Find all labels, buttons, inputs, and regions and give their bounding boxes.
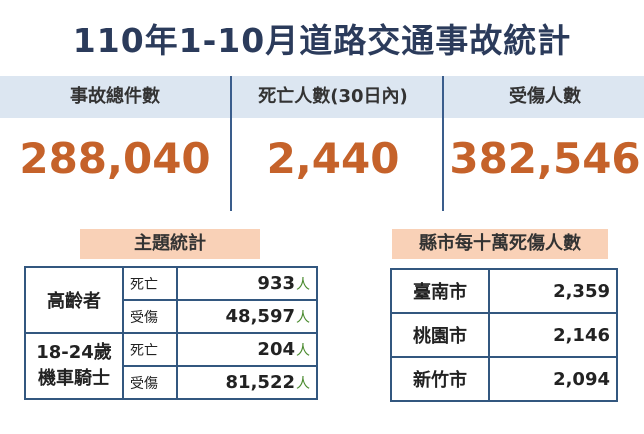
row-value: 933人 xyxy=(176,266,318,301)
group-name: 高齡者 xyxy=(24,266,124,334)
table-row: 新竹市 2,094 xyxy=(390,356,618,402)
value-number: 48,597 xyxy=(225,306,295,327)
stat-total-accidents: 事故總件數 288,040 xyxy=(8,76,222,211)
stat-label: 事故總件數 xyxy=(70,86,160,107)
stat-value: 2,440 xyxy=(266,134,400,183)
stat-divider xyxy=(442,76,444,211)
value-unit: 人 xyxy=(296,376,310,392)
value-number: 933 xyxy=(257,273,295,294)
table-row: 高齡者 死亡 933人 xyxy=(24,266,318,334)
page-title: 110年1-10月道路交通事故統計 xyxy=(72,21,572,60)
row-value: 81,522人 xyxy=(176,365,318,400)
table-row: 受傷 48,597人 xyxy=(25,299,318,334)
city-value: 2,146 xyxy=(488,312,618,358)
city-value: 2,359 xyxy=(488,268,618,314)
stat-label: 受傷人數 xyxy=(509,86,581,107)
table-row: 臺南市 2,359 xyxy=(390,268,618,314)
stat-deaths: 死亡人數(30日內) 2,440 xyxy=(226,76,440,211)
topic-tag: 主題統計 xyxy=(80,229,260,259)
row-type: 受傷 xyxy=(122,365,178,400)
county-table: 臺南市 2,359 桃園市 2,146 新竹市 2,094 xyxy=(390,268,618,402)
stats-header-band xyxy=(0,76,644,118)
group-name-line1: 18-24歲 xyxy=(36,342,112,363)
table-row: 受傷 81,522人 xyxy=(25,365,318,400)
table-row: 18-24歲 機車騎士 死亡 204人 xyxy=(24,332,318,400)
stat-label: 死亡人數(30日內) xyxy=(258,86,408,107)
value-unit: 人 xyxy=(296,343,310,359)
city-name: 桃園市 xyxy=(390,312,490,358)
row-value: 204人 xyxy=(176,332,318,367)
stat-value: 382,546 xyxy=(449,134,641,183)
stat-divider xyxy=(230,76,232,211)
value-unit: 人 xyxy=(296,310,310,326)
table-row: 桃園市 2,146 xyxy=(390,312,618,358)
city-name: 臺南市 xyxy=(390,268,490,314)
stat-value: 288,040 xyxy=(19,134,211,183)
value-unit: 人 xyxy=(296,277,310,293)
row-type: 受傷 xyxy=(122,299,178,334)
topic-table: 高齡者 死亡 933人 受傷 48,597人 18-24歲 機車騎士 死亡 20… xyxy=(24,266,318,400)
city-value: 2,094 xyxy=(488,356,618,402)
row-type: 死亡 xyxy=(122,332,178,367)
group-name-line2: 機車騎士 xyxy=(38,368,110,389)
row-type: 死亡 xyxy=(122,266,178,301)
row-value: 48,597人 xyxy=(176,299,318,334)
county-tag: 縣市每十萬死傷人數 xyxy=(392,229,608,259)
value-number: 204 xyxy=(257,339,295,360)
stat-injuries: 受傷人數 382,546 xyxy=(438,76,644,211)
group-name: 18-24歲 機車騎士 xyxy=(24,332,124,400)
value-number: 81,522 xyxy=(225,372,295,393)
city-name: 新竹市 xyxy=(390,356,490,402)
